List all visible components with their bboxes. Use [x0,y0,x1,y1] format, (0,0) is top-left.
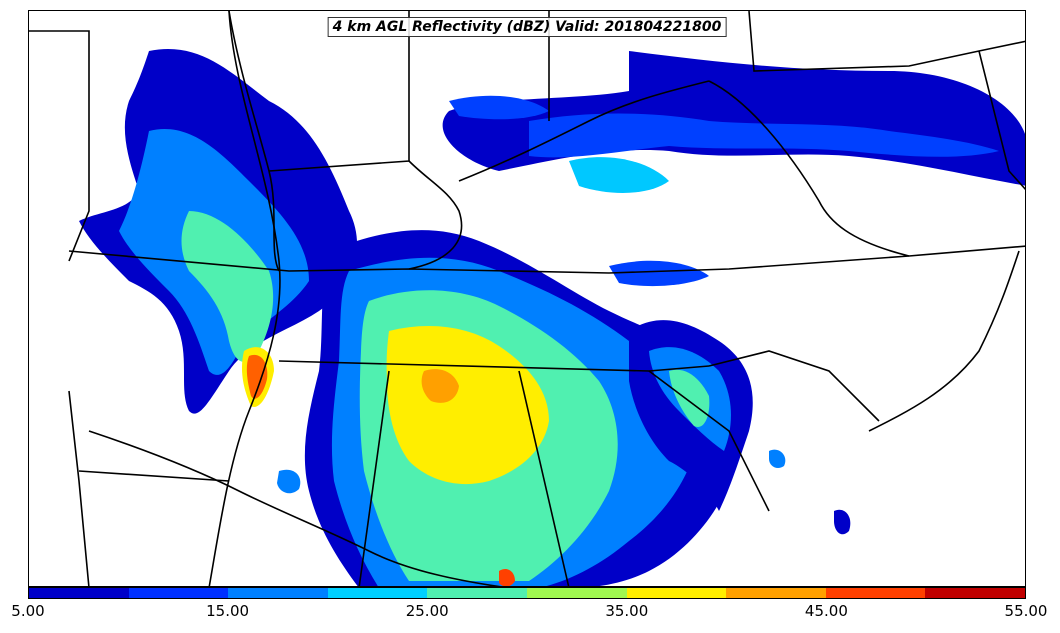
colorbar-segment [626,588,727,598]
colorbar-segment [327,588,428,598]
colorbar-segment [228,588,328,598]
border-line-4 [358,370,390,586]
colorbar-segment [128,588,229,598]
echo-tn-band [609,260,709,287]
map-title: 4 km AGL Reflectivity (dBZ) Valid: 20180… [327,17,727,37]
echo-northern-band-core [569,157,669,193]
colorbar-tick-label: 35.00 [605,602,649,620]
colorbar-segment [526,588,627,598]
colorbar-segment [726,588,826,598]
echo-central-orange [421,369,459,403]
echo-west-core [181,211,274,362]
border-line-13 [458,80,710,182]
river-mississippi [208,11,281,586]
echo-west-hotter [246,354,268,399]
colorbar-tick-label: 15.00 [206,602,250,620]
border-line-7 [708,350,880,422]
border-line-9 [68,390,90,586]
border-line-1 [29,30,90,262]
colorbar-segment [925,588,1025,598]
border-line-10 [228,11,280,272]
echo-scattered-ga [769,449,786,469]
echo-scattered-sw [277,469,301,494]
reflectivity-field [79,49,1025,586]
echo-northern-band-mid [529,113,999,158]
colorbar-tick-label: 25.00 [405,602,449,620]
colorbar-segment [29,588,129,598]
border-line-12 [408,160,463,270]
echo-east-core [669,369,710,427]
coastline-east [868,250,1020,432]
border-line-8 [78,470,230,482]
colorbar-tick-label: 55.00 [1004,602,1048,620]
colorbar-segment [427,588,527,598]
coastline-gulf [88,430,501,586]
colorbar-tick-label: 45.00 [804,602,848,620]
echo-northern-cell [449,95,549,120]
echo-northern-band [442,51,1025,186]
border-line-6 [648,370,770,512]
echo-central-red [499,569,515,586]
reflectivity-map [29,11,1025,586]
border-line-15 [708,80,910,257]
border-line-17 [978,50,1025,190]
colorbar-tick-label: 5.00 [11,602,45,620]
colorbar-segment [825,588,926,598]
border-line-5 [518,370,570,586]
echo-scattered-se [834,509,851,535]
map-area: 4 km AGL Reflectivity (dBZ) Valid: 20180… [28,10,1026,587]
border-line-16 [748,11,1025,72]
colorbar [28,587,1026,599]
colorbar-labels: 5.00 15.00 25.00 35.00 45.00 55.00 [11,600,1047,624]
